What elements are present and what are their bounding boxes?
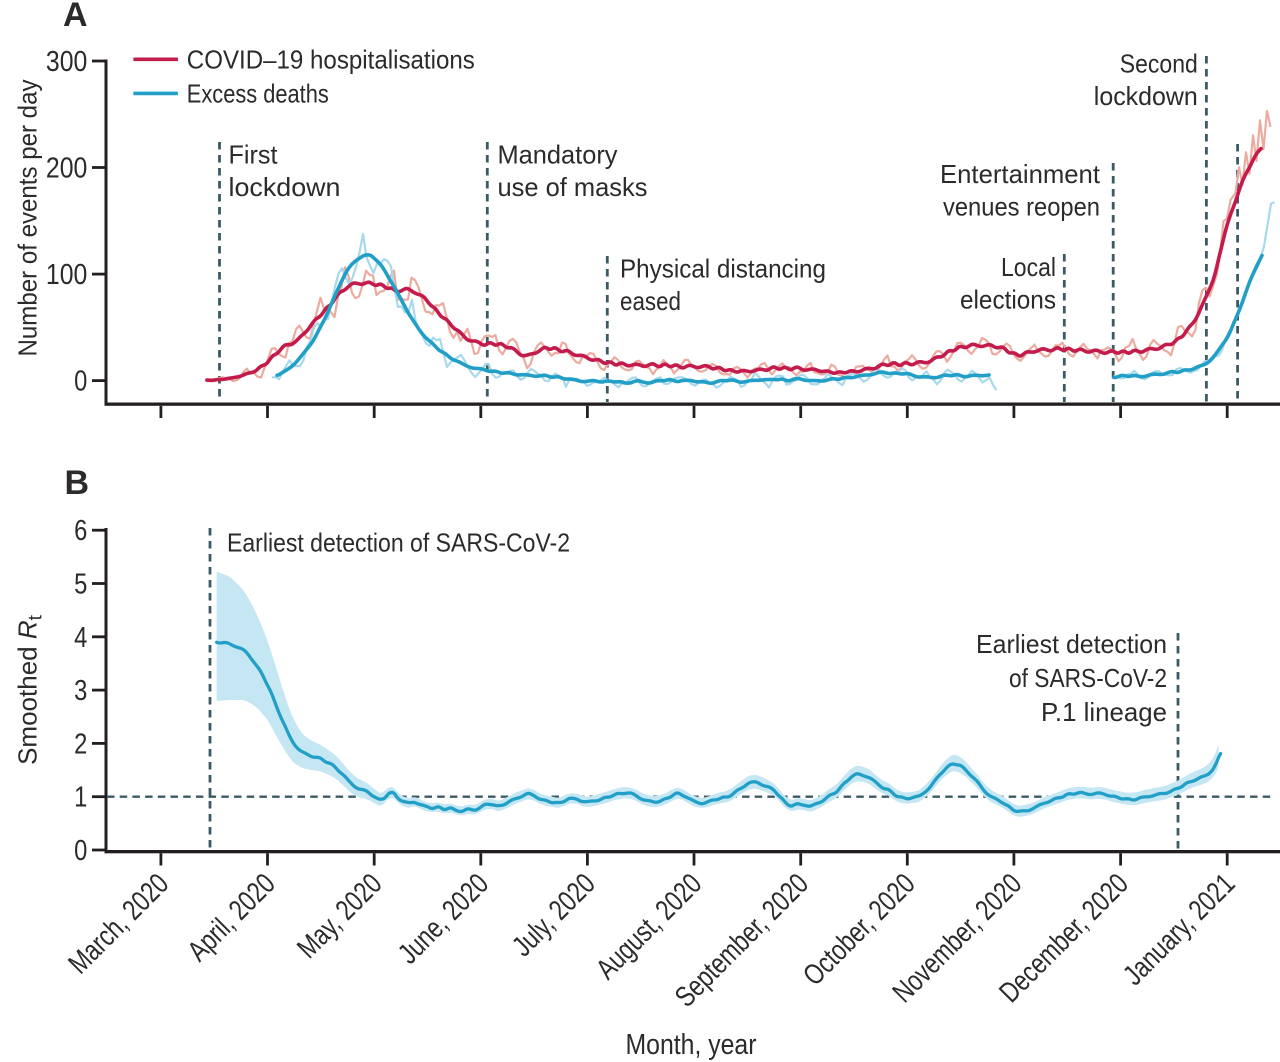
svg-text:2: 2: [74, 728, 87, 760]
svg-text:P.1 lineage: P.1 lineage: [1041, 697, 1167, 727]
svg-text:lockdown: lockdown: [229, 172, 341, 202]
svg-text:A: A: [63, 0, 88, 34]
svg-text:Smoothed Rt: Smoothed Rt: [13, 614, 47, 765]
svg-text:eased: eased: [620, 286, 681, 316]
svg-text:Physical distancing: Physical distancing: [620, 254, 826, 284]
svg-text:200: 200: [46, 153, 87, 185]
svg-text:100: 100: [46, 259, 87, 291]
svg-text:of SARS-CoV-2: of SARS-CoV-2: [1009, 663, 1167, 693]
svg-text:0: 0: [74, 366, 87, 398]
svg-text:lockdown: lockdown: [1094, 81, 1198, 111]
svg-text:300: 300: [46, 46, 87, 78]
svg-text:4: 4: [74, 622, 87, 654]
svg-text:1: 1: [74, 782, 87, 814]
svg-text:use of masks: use of masks: [498, 172, 648, 202]
svg-text:B: B: [65, 464, 90, 502]
svg-text:First: First: [229, 140, 279, 170]
svg-text:6: 6: [74, 515, 87, 547]
svg-text:Month, year: Month, year: [626, 1029, 757, 1061]
svg-text:Excess deaths: Excess deaths: [187, 78, 329, 108]
svg-text:venues reopen: venues reopen: [943, 192, 1100, 222]
svg-text:Second: Second: [1120, 49, 1198, 79]
svg-text:Earliest detection of SARS-CoV: Earliest detection of SARS-CoV-2: [227, 528, 570, 558]
svg-text:Mandatory: Mandatory: [498, 140, 618, 170]
svg-text:Local: Local: [1001, 252, 1056, 282]
svg-text:5: 5: [74, 569, 87, 601]
svg-text:3: 3: [74, 675, 87, 707]
svg-text:Entertainment: Entertainment: [940, 159, 1101, 189]
svg-text:0: 0: [74, 835, 87, 867]
svg-text:Number of events per day: Number of events per day: [13, 80, 43, 357]
svg-text:COVID–19 hospitalisations: COVID–19 hospitalisations: [187, 44, 475, 74]
svg-text:elections: elections: [960, 285, 1056, 315]
svg-text:Earliest detection: Earliest detection: [976, 629, 1167, 659]
